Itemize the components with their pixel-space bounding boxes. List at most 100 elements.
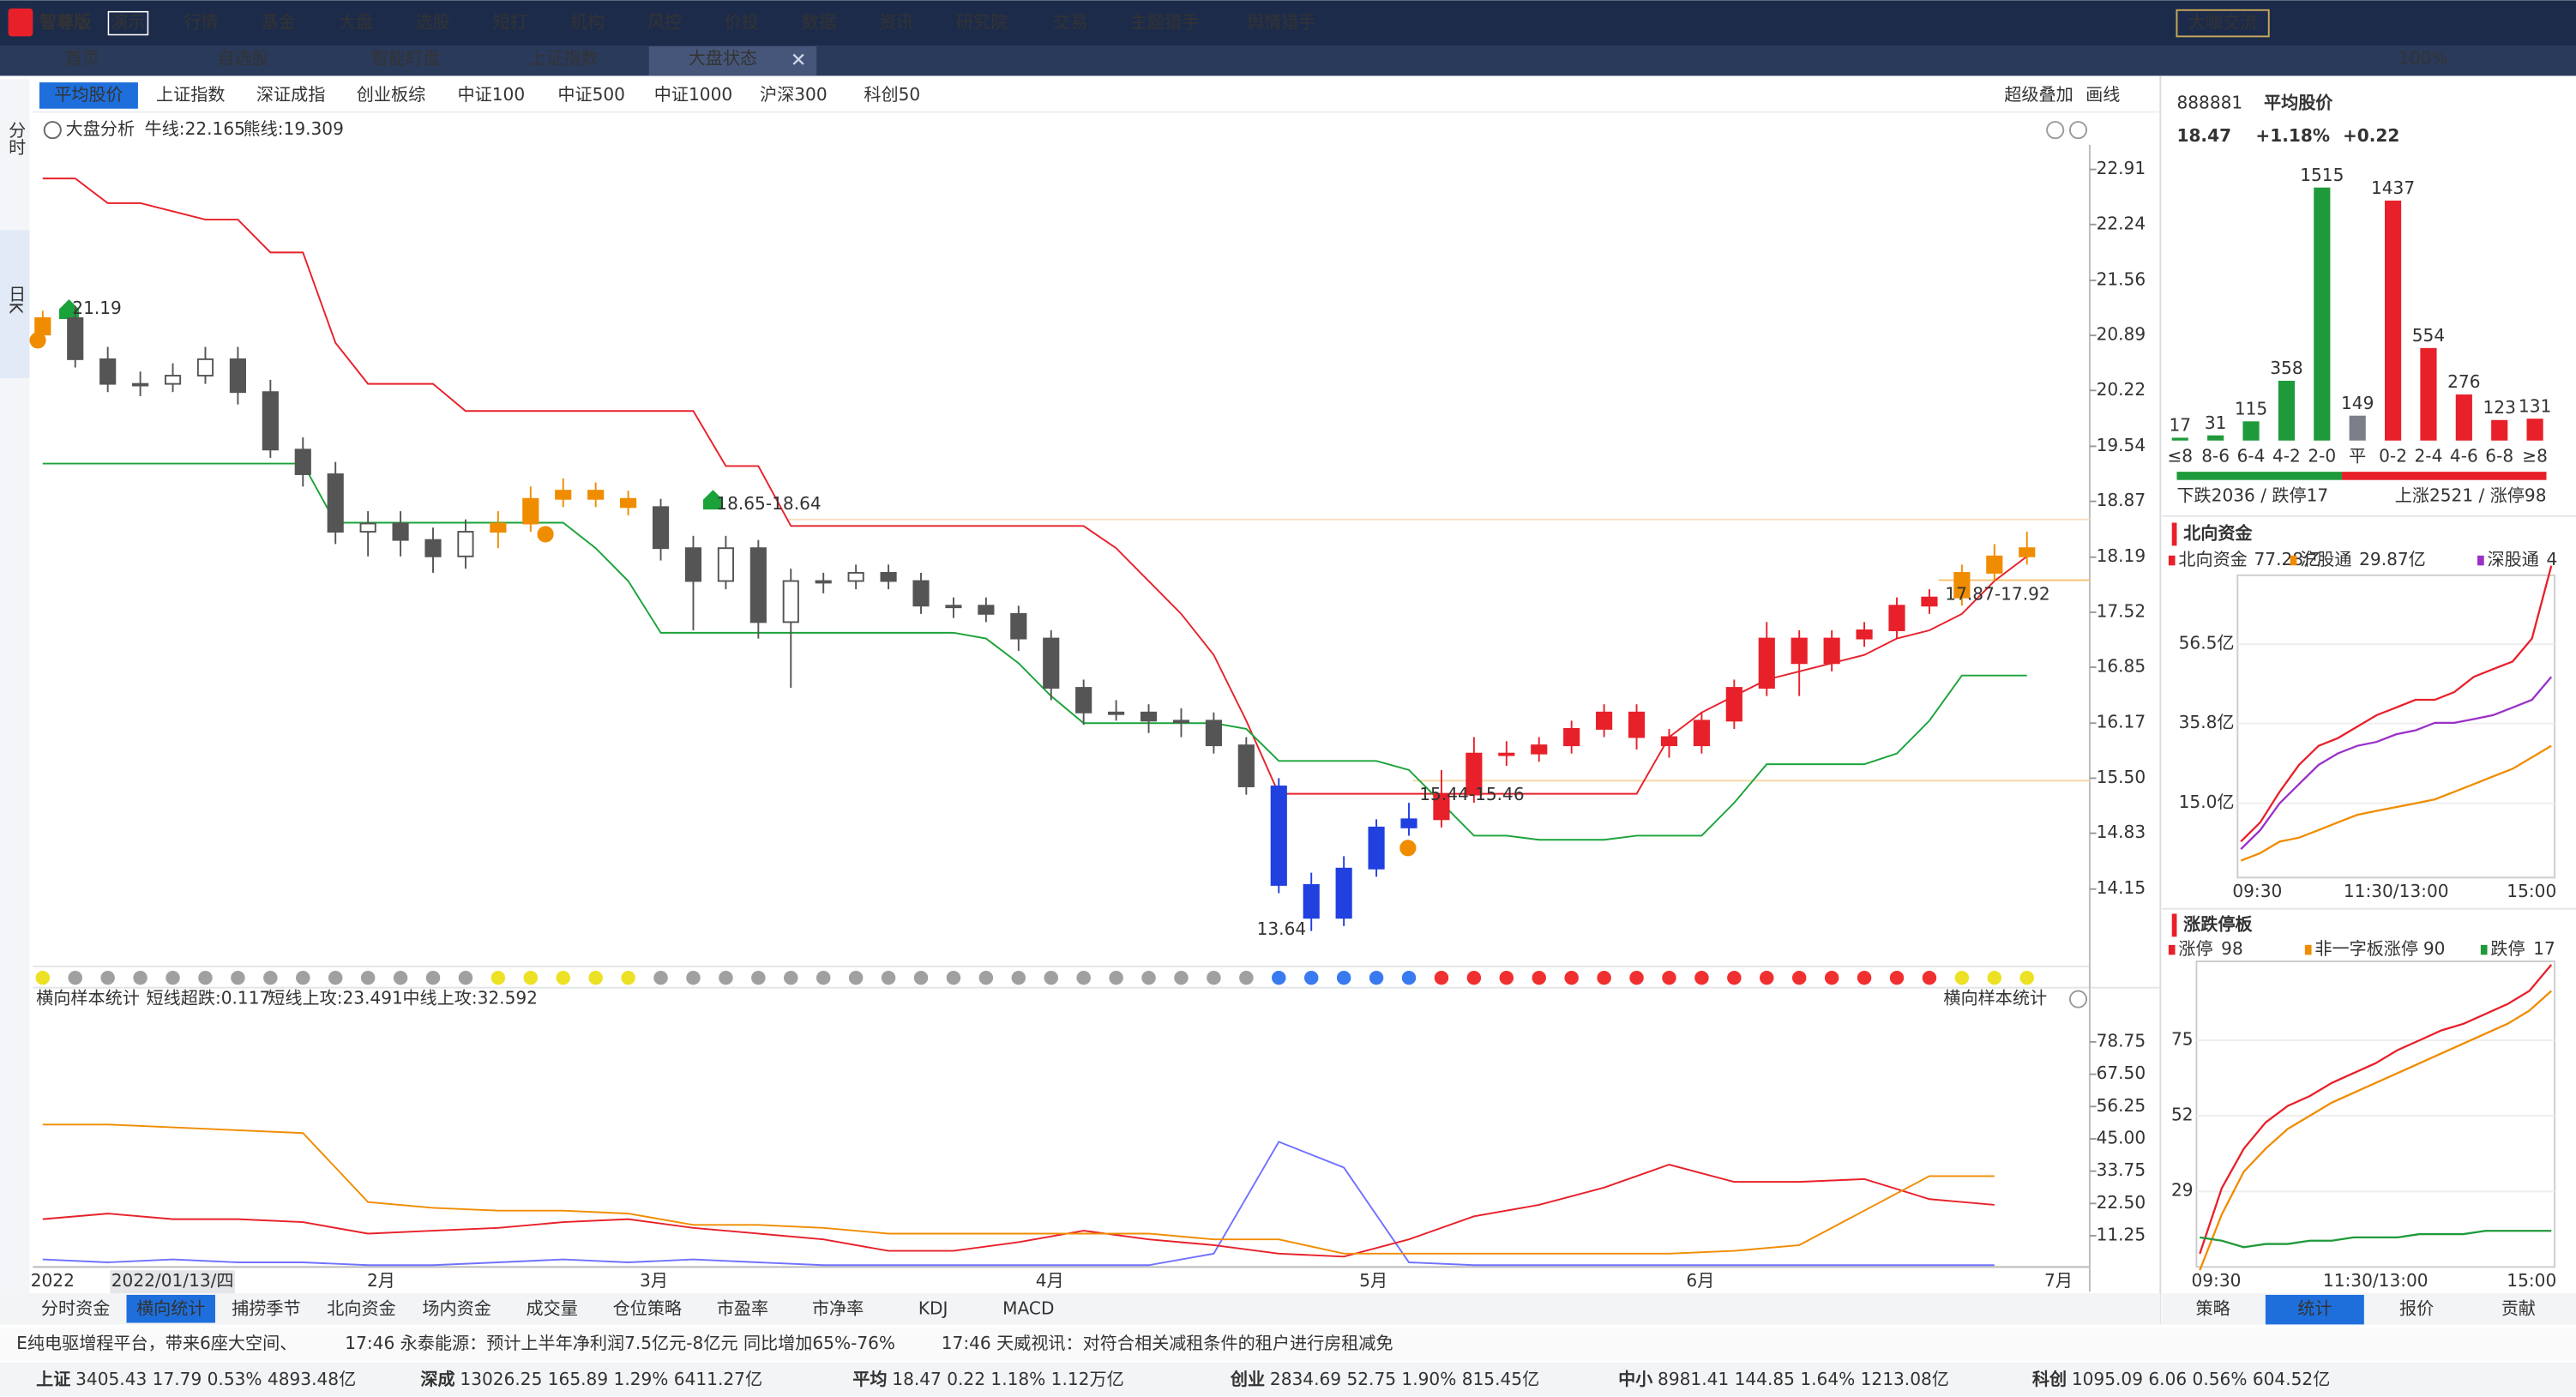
- help-icon[interactable]: [2068, 990, 2088, 1009]
- bar: [2171, 437, 2188, 441]
- state-dot: [1791, 970, 1807, 985]
- menu-item[interactable]: 价投: [725, 12, 759, 33]
- menu-item[interactable]: 舆情猎手: [1247, 12, 1315, 33]
- candle-body: [555, 490, 572, 500]
- tab[interactable]: 智能盯盘: [371, 48, 440, 69]
- y-tick-label: 67.50: [2097, 1063, 2146, 1083]
- menu-item[interactable]: 机构: [570, 12, 605, 33]
- state-dot: [1336, 970, 1351, 985]
- menu-item[interactable]: 行情: [184, 12, 219, 33]
- state-dot: [1727, 970, 1742, 985]
- category-label: 2-0: [2308, 445, 2336, 466]
- menu-item[interactable]: 主题猎手: [1130, 12, 1199, 33]
- tab[interactable]: 自选股: [217, 48, 268, 69]
- indicator-line: [42, 1123, 1995, 1255]
- index-tab[interactable]: 沪深300: [760, 84, 828, 105]
- menu-item[interactable]: 数据: [802, 12, 836, 33]
- menu-item[interactable]: 选股: [416, 12, 450, 33]
- legend-name: 非一字板涨停: [2314, 938, 2418, 959]
- state-dot: [719, 970, 733, 985]
- tab[interactable]: 大盘状态: [689, 48, 757, 69]
- state-dot: [556, 970, 570, 985]
- menu-item[interactable]: 短打: [493, 12, 527, 33]
- candle-body: [229, 358, 246, 394]
- menu-item[interactable]: 基金: [262, 12, 296, 33]
- state-dot: [198, 970, 213, 985]
- exchange-button[interactable]: 大咖交流: [2188, 12, 2257, 33]
- menu-item[interactable]: 交易: [1053, 12, 1087, 33]
- settings-icon[interactable]: [2046, 121, 2065, 140]
- logo: 智尊版: [39, 12, 92, 33]
- bottom-tab[interactable]: 横向统计: [136, 1298, 205, 1319]
- category-label: 6-8: [2485, 445, 2513, 466]
- bottom-tab[interactable]: 捕捞季节: [232, 1298, 300, 1319]
- legend-swatch: [2168, 944, 2176, 955]
- index-tab[interactable]: 科创50: [864, 84, 920, 105]
- close-icon[interactable]: [792, 53, 804, 65]
- y-tick-label: 18.87: [2097, 490, 2146, 510]
- candle-body: [1563, 727, 1580, 747]
- index-tab[interactable]: 中证500: [557, 84, 625, 105]
- menu-item[interactable]: 资讯: [879, 12, 913, 33]
- bottom-tab[interactable]: 分时资金: [41, 1298, 110, 1319]
- ticker-bar: [0, 1328, 2576, 1361]
- active-tab-bg: [39, 82, 138, 109]
- bottom-tab[interactable]: 北向资金: [327, 1298, 395, 1319]
- side-active: [0, 230, 30, 378]
- bottom-tab[interactable]: 场内资金: [422, 1298, 491, 1319]
- bottom-tab[interactable]: 市盈率: [717, 1298, 768, 1319]
- tab[interactable]: 上证指数: [529, 48, 598, 69]
- right-tab[interactable]: 策略: [2195, 1298, 2230, 1319]
- legend-name: 北向资金: [2178, 549, 2247, 569]
- down-count: 下跌2036 / 跌停17: [2176, 485, 2328, 505]
- candle-body: [67, 317, 84, 360]
- tool[interactable]: 画线: [2085, 84, 2120, 105]
- news-item[interactable]: 17:46 天威视讯：对符合相关减租条件的租户进行房租减免: [942, 1333, 1393, 1353]
- news-item[interactable]: E纯电驱增程平台，带来6座大空间、: [16, 1333, 297, 1353]
- bottom-tab[interactable]: MACD: [1002, 1298, 1054, 1319]
- zoom: 100%: [2398, 48, 2448, 69]
- index-values: 2834.69 52.75 1.90% 815.45亿: [1270, 1369, 1539, 1389]
- candle-body: [1498, 752, 1515, 756]
- news-item[interactable]: 17:46 永泰能源：预计上半年净利润7.5亿元-8亿元 同比增加65%-76%: [345, 1333, 895, 1353]
- bar-label: 358: [2270, 358, 2302, 378]
- menu-item[interactable]: 风控: [647, 12, 682, 33]
- tool[interactable]: 超级叠加: [2004, 84, 2073, 105]
- index-name: 上证: [36, 1369, 70, 1389]
- bar-label: 123: [2483, 397, 2516, 418]
- side-tab[interactable]: 日K: [6, 285, 27, 314]
- bar: [2278, 380, 2296, 441]
- index-tab[interactable]: 中证1000: [654, 84, 732, 105]
- bottom-tab[interactable]: 成交量: [527, 1298, 578, 1319]
- index-tab[interactable]: 深证成指: [256, 84, 325, 105]
- tab[interactable]: 首页: [65, 48, 99, 69]
- state-dot: [1466, 970, 1482, 985]
- right-tab[interactable]: 贡献: [2501, 1298, 2536, 1319]
- index-tab[interactable]: 平均股价: [54, 84, 123, 105]
- dropdown-icon[interactable]: [43, 121, 62, 140]
- menu-item[interactable]: 研究院: [956, 12, 1008, 33]
- right-tab[interactable]: 统计: [2297, 1298, 2332, 1319]
- legend-value: 98: [2221, 938, 2243, 959]
- index-tab[interactable]: 中证100: [458, 84, 526, 105]
- menu-item[interactable]: 大盘: [339, 12, 373, 33]
- help-icon[interactable]: [2068, 121, 2088, 140]
- right-tab[interactable]: 报价: [2399, 1298, 2434, 1319]
- candle-body: [294, 449, 311, 475]
- up-count: 上涨2521 / 涨停98: [2395, 485, 2547, 505]
- index-tab[interactable]: 创业板综: [357, 84, 425, 105]
- bottom-tab[interactable]: 市净率: [812, 1298, 864, 1319]
- index-tab[interactable]: 上证指数: [156, 84, 225, 105]
- category-label: 0-2: [2379, 445, 2407, 466]
- bull-line: [42, 178, 2028, 795]
- bull-label: 牛线:22.165: [145, 118, 245, 139]
- state-dot: [653, 970, 668, 985]
- candle-body: [1433, 793, 1450, 821]
- candle-body: [34, 317, 51, 336]
- bottom-tab[interactable]: KDJ: [918, 1298, 948, 1319]
- annotation: 18.65-18.64: [716, 493, 821, 514]
- side-tab[interactable]: 分时: [6, 121, 27, 156]
- bar: [2526, 418, 2543, 441]
- bottom-tab[interactable]: 仓位策略: [613, 1298, 682, 1319]
